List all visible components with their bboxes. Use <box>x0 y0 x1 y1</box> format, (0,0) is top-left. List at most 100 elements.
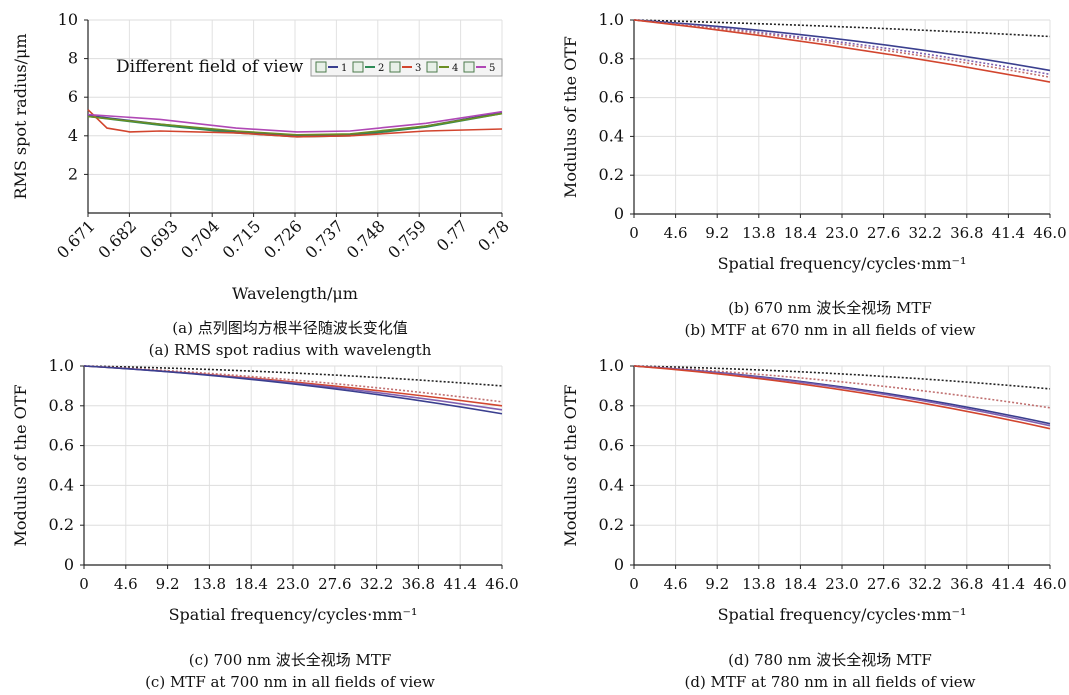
chart-a-legend-label-5: 5 <box>489 63 495 74</box>
chart-a-y-axis-label: RMS spot radius/μm <box>11 33 30 199</box>
chart-a-legend-label-4: 4 <box>452 63 458 74</box>
chart-c-x-tick-label: 32.2 <box>360 575 393 593</box>
chart-c-x-tick-label: 41.4 <box>443 575 476 593</box>
chart-d-y-tick-label: 0.2 <box>599 515 624 534</box>
chart-d-x-tick-label: 41.4 <box>992 575 1025 593</box>
chart-d-x-tick-label: 9.2 <box>705 575 729 593</box>
chart-b-x-tick-label: 46.0 <box>1033 224 1066 242</box>
chart-a-y-tick-label: 6 <box>68 87 78 106</box>
chart-b-x-tick-label: 13.8 <box>742 224 775 242</box>
chart-b-y-tick-label: 1.0 <box>599 10 624 29</box>
chart-a-legend-swatch-1 <box>315 61 327 73</box>
chart-a-series-4-line <box>87 112 503 136</box>
caption-c-cn: (c) 700 nm 波长全视场 MTF <box>188 651 392 669</box>
chart-c-x-tick-label: 13.8 <box>193 575 226 593</box>
chart-c-y-tick-label: 1.0 <box>49 356 74 375</box>
chart-c-y-tick-label: 0.8 <box>49 396 74 415</box>
chart-a-x-tick-label: 0.759 <box>384 216 430 262</box>
chart-c-x-tick-label: 18.4 <box>234 575 267 593</box>
chart-d-y-tick-label: 0.8 <box>599 396 624 415</box>
chart-d-x-tick-label: 23.0 <box>825 575 858 593</box>
chart-a-legend-swatch-3 <box>389 61 401 73</box>
caption-a-en: (a) RMS spot radius with wavelength <box>148 341 432 359</box>
chart-a-x-tick-label: 0.78 <box>474 216 513 255</box>
chart-c-series-5-line <box>83 365 503 415</box>
chart-a-series-3-line <box>87 109 503 138</box>
chart-a-x-tick-label: 0.715 <box>219 216 265 262</box>
chart-a-legend-label-2: 2 <box>378 63 384 74</box>
chart-a-y-tick-label: 10 <box>58 10 78 29</box>
chart-d-series-1-line <box>633 365 1051 390</box>
chart-d-y-tick-label: 1.0 <box>599 356 624 375</box>
chart-c-x-tick-label: 0 <box>79 575 89 593</box>
chart-d-series-5-line <box>633 365 1051 430</box>
chart-d-y-axis-label: Modulus of the OTF <box>561 384 580 546</box>
chart-a-y-tick-label: 4 <box>68 126 78 145</box>
chart-b-x-tick-label: 32.2 <box>908 224 941 242</box>
chart-b-series-1-line <box>633 19 1051 38</box>
chart-a-legend-swatch-2 <box>352 61 364 73</box>
chart-a-x-tick-label: 0.671 <box>53 216 99 262</box>
chart-b-x-tick-label: 27.6 <box>867 224 900 242</box>
chart-a-legend-swatch-4 <box>426 61 438 73</box>
chart-b-x-tick-label: 9.2 <box>705 224 729 242</box>
caption-b-cn: (b) 670 nm 波长全视场 MTF <box>728 299 932 317</box>
chart-a-legend-label-1: 1 <box>341 63 347 74</box>
chart-d-x-tick-label: 13.8 <box>742 575 775 593</box>
chart-b-series-5-line <box>633 19 1051 83</box>
chart-a-y-tick-label: 8 <box>68 49 78 68</box>
chart-b-series-4-line <box>633 19 1051 79</box>
chart-b-y-axis-label: Modulus of the OTF <box>561 36 580 198</box>
chart-a-series-5-line <box>87 110 503 133</box>
chart-c-y-tick-label: 0.4 <box>49 475 74 494</box>
chart-a-x-tick-label: 0.77 <box>433 216 472 255</box>
chart-d-x-tick-label: 46.0 <box>1033 575 1066 593</box>
chart-a-x-tick-label: 0.726 <box>260 216 306 262</box>
chart-c-y-tick-label: 0.6 <box>49 436 74 455</box>
chart-b-x-tick-label: 18.4 <box>784 224 817 242</box>
chart-c-x-tick-label: 4.6 <box>114 575 138 593</box>
chart-b-y-tick-label: 0.2 <box>599 165 624 184</box>
chart-b-y-tick-label: 0.4 <box>599 126 624 145</box>
chart-d-y-tick-label: 0 <box>614 555 624 574</box>
chart-d-x-tick-label: 0 <box>629 575 639 593</box>
caption-b-en: (b) MTF at 670 nm in all fields of view <box>684 321 976 339</box>
chart-c-y-tick-label: 0 <box>64 555 74 574</box>
chart-d-x-tick-label: 27.6 <box>867 575 900 593</box>
chart-d-x-tick-label: 32.2 <box>908 575 941 593</box>
chart-b-x-axis-label: Spatial frequency/cycles·mm⁻¹ <box>718 254 967 273</box>
chart-b-series-2-line <box>633 19 1051 72</box>
chart-d-x-tick-label: 4.6 <box>664 575 688 593</box>
chart-c-x-tick-label: 46.0 <box>485 575 518 593</box>
chart-b-y-tick-label: 0.6 <box>599 88 624 107</box>
chart-b-x-tick-label: 41.4 <box>992 224 1025 242</box>
chart-a-x-tick-label: 0.682 <box>94 216 140 262</box>
caption-c-en: (c) MTF at 700 nm in all fields of view <box>145 673 435 691</box>
chart-c-x-tick-label: 9.2 <box>156 575 180 593</box>
chart-a-x-tick-label: 0.704 <box>177 216 223 262</box>
chart-a-legend-label-3: 3 <box>415 63 421 74</box>
chart-d-y-tick-label: 0.6 <box>599 436 624 455</box>
chart-b-x-tick-label: 0 <box>629 224 639 242</box>
chart-d-x-axis-label: Spatial frequency/cycles·mm⁻¹ <box>718 605 967 624</box>
caption-d-cn: (d) 780 nm 波长全视场 MTF <box>728 651 932 669</box>
caption-a-cn: (a) 点列图均方根半径随波长变化值 <box>172 319 408 337</box>
chart-d-x-tick-label: 36.8 <box>950 575 983 593</box>
chart-a-x-tick-label: 0.737 <box>301 216 347 262</box>
chart-a-x-tick-label: 0.693 <box>136 216 182 262</box>
chart-b-x-tick-label: 36.8 <box>950 224 983 242</box>
chart-c-series-1-line <box>83 365 503 387</box>
chart-c-y-tick-label: 0.2 <box>49 515 74 534</box>
chart-d-x-tick-label: 18.4 <box>784 575 817 593</box>
chart-a-y-tick-label: 2 <box>68 164 78 183</box>
chart-a-x-tick-label: 0.748 <box>343 216 389 262</box>
chart-a-x-axis-label: Wavelength/μm <box>232 284 358 303</box>
chart-b-y-tick-label: 0.8 <box>599 49 624 68</box>
chart-c-x-tick-label: 27.6 <box>318 575 351 593</box>
chart-c-x-axis-label: Spatial frequency/cycles·mm⁻¹ <box>169 605 418 624</box>
chart-c-x-tick-label: 23.0 <box>276 575 309 593</box>
chart-a-legend-title: Different field of view <box>116 57 304 77</box>
chart-b-x-tick-label: 4.6 <box>664 224 688 242</box>
chart-c-y-axis-label: Modulus of the OTF <box>11 384 30 546</box>
